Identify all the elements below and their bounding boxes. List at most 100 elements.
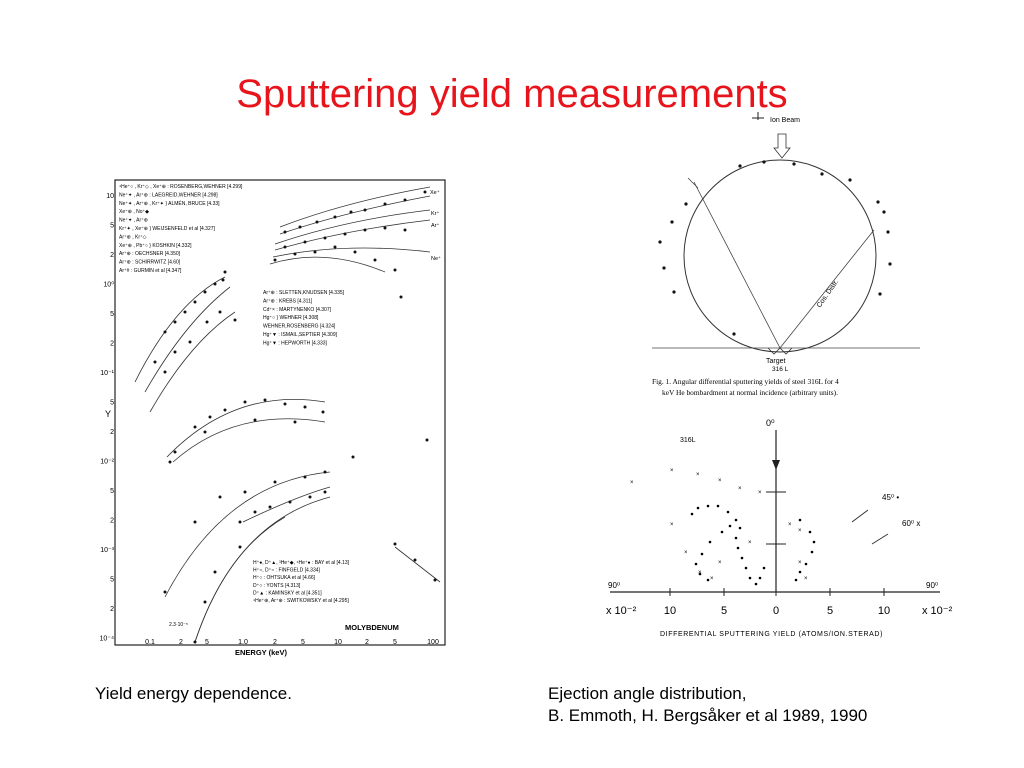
data-mark bbox=[238, 545, 242, 549]
data-mark bbox=[203, 600, 207, 604]
y-tick-label: 2 bbox=[110, 341, 114, 348]
angular-distribution-figure-1: Ion Beam Cos. Distr. Target 316 L Fig. 1… bbox=[652, 112, 922, 402]
target-material-label: 316 L bbox=[772, 366, 789, 373]
data-mark bbox=[303, 475, 307, 479]
data-mark bbox=[393, 268, 397, 272]
data-mark bbox=[308, 495, 312, 499]
data-mark bbox=[253, 418, 257, 422]
yield-energy-figure: 10 5 2 10⁰ 5 2 10⁻¹ 5 2 10⁻² 5 2 10⁻³ 5 2 10⁻⁴ Y 0.1 2 5 1… bbox=[95, 172, 455, 657]
x-axis-label: ENERGY (keV) bbox=[235, 648, 287, 657]
data-point-60deg: × bbox=[798, 528, 802, 534]
legend-mid-entry: Ar⁺⊕ : SLETTEN,KNUDSEN [4.335] bbox=[263, 290, 345, 296]
legend-top-entry: Ne⁺✦ , Ar⁺⊕ , Kr⁺✦ } ALMÉN, BRUCE [4.33] bbox=[119, 200, 220, 207]
data-point-45deg bbox=[726, 510, 730, 514]
plot-frame bbox=[114, 179, 446, 646]
data-mark bbox=[425, 438, 429, 442]
data-point-45deg bbox=[744, 566, 748, 570]
data-mark bbox=[213, 282, 217, 286]
cosine-distribution-circle bbox=[683, 159, 877, 353]
data-mark bbox=[343, 232, 347, 236]
curve-h-3 bbox=[242, 486, 331, 523]
data-mark bbox=[168, 460, 172, 464]
data-mark bbox=[213, 570, 217, 574]
data-mark bbox=[223, 270, 227, 274]
legend-mid-entry: Hg⁺▼ : HEPWORTH [4.333] bbox=[263, 340, 328, 346]
curve-h-4 bbox=[194, 516, 286, 643]
legend-top-entry: Ne⁺✦ , Ar⁺⊕ : LAEGREID,WEHNER [4.298] bbox=[119, 192, 218, 198]
data-point-60deg: × bbox=[758, 490, 762, 496]
data-mark bbox=[188, 340, 192, 344]
data-mark bbox=[218, 310, 222, 314]
data-mark bbox=[238, 520, 242, 524]
y-tick-label: 2 bbox=[110, 429, 114, 436]
cos-distr-label: Cos. Distr. bbox=[816, 279, 840, 310]
curve-low-3 bbox=[149, 311, 236, 413]
caption-left: Yield energy dependence. bbox=[95, 684, 292, 703]
data-mark bbox=[203, 290, 207, 294]
data-mark bbox=[315, 220, 319, 224]
y-tick-label: 10⁻⁴ bbox=[100, 636, 115, 643]
curve-ar bbox=[274, 219, 431, 251]
y-tick-label: 10⁰ bbox=[103, 281, 114, 289]
ion-beam-circle-diagram: Ion Beam Cos. Distr. Target 316 L Fig. 1… bbox=[652, 112, 920, 397]
scale-right-label: x 10⁻² bbox=[922, 605, 953, 617]
yield-curves bbox=[134, 186, 441, 643]
left-angle-label: 90⁰ bbox=[608, 581, 620, 590]
curve-right-tail bbox=[394, 546, 441, 583]
data-point-60deg: × bbox=[670, 522, 674, 528]
slide-title: Sputtering yield measurements bbox=[236, 72, 788, 116]
data-mark bbox=[203, 430, 207, 434]
x-tick-label: 0.1 bbox=[145, 639, 155, 646]
legend-mid-entry: Cd⁺× : MARTYNENKO [4.307] bbox=[263, 307, 332, 313]
legend-45-arrow bbox=[851, 509, 869, 523]
material-label: MOLYBDENUM bbox=[345, 623, 399, 632]
data-point-45deg bbox=[798, 570, 802, 574]
data-point-45deg bbox=[810, 550, 814, 554]
data-mark bbox=[218, 495, 222, 499]
data-mark bbox=[283, 230, 287, 234]
data-point-45deg bbox=[734, 518, 738, 522]
data-point-45deg bbox=[706, 578, 710, 582]
right-angle-label: 90⁰ bbox=[926, 581, 938, 590]
ion-beam-arrow-icon bbox=[773, 133, 791, 159]
data-point-45deg bbox=[700, 552, 704, 556]
x-tick-label: 100 bbox=[427, 639, 439, 646]
data-mark bbox=[243, 490, 247, 494]
target-label: Target bbox=[766, 358, 786, 365]
data-point-45deg bbox=[754, 582, 758, 586]
legend-bottom: H⁺●, D⁺▲, ³He⁺◆, ⁴He⁺● : BAY et al [4.13… bbox=[253, 560, 350, 604]
data-mark bbox=[349, 210, 353, 214]
data-mark bbox=[273, 258, 277, 262]
data-mark bbox=[363, 208, 367, 212]
y-tick-label: 5 bbox=[110, 400, 114, 407]
data-point-60deg: × bbox=[684, 550, 688, 556]
data-mark bbox=[293, 420, 297, 424]
fig1-caption-line2: keV He bombardment at normal incidence (… bbox=[662, 388, 838, 397]
data-point-45deg bbox=[698, 572, 702, 576]
y-tick-label: 10 bbox=[106, 193, 114, 200]
yield-axis-ticks bbox=[669, 588, 885, 596]
data-point-45deg bbox=[706, 504, 710, 508]
data-mark bbox=[173, 450, 177, 454]
data-point-60deg: × bbox=[630, 480, 634, 486]
data-marks bbox=[153, 190, 437, 644]
data-mark bbox=[221, 278, 225, 282]
legend-top-entry: Xe⁺⊕ , Pb⁺○ } KOSHKIN [4.332] bbox=[119, 243, 192, 249]
legend-top-entry: Ar⁺# : GURMIN et al [4.347] bbox=[119, 268, 182, 274]
legend-mid-entry: WEHNER,ROSENBERG [4.324] bbox=[263, 324, 336, 330]
legend-mid-entry: Hg⁺▼ : ISMAIL,SEPTIER [4.309] bbox=[263, 332, 338, 338]
data-point-45deg bbox=[762, 566, 766, 570]
data-mark bbox=[293, 252, 297, 256]
legend-top-entry: Ar⁺⊕ , Kr⁺◇ bbox=[119, 234, 147, 240]
curve-label-kr: Kr⁺ bbox=[431, 210, 440, 217]
x-tick-label: 2 bbox=[179, 639, 183, 646]
data-point-45deg bbox=[794, 578, 798, 582]
y-tick-label: 10⁻¹ bbox=[100, 370, 114, 377]
y-tick-label: 5 bbox=[110, 577, 114, 584]
data-point-45deg bbox=[804, 562, 808, 566]
y-tick-label: 2 bbox=[110, 606, 114, 613]
data-point-45deg bbox=[736, 546, 740, 550]
data-point-45deg bbox=[694, 562, 698, 566]
data-point-60deg: × bbox=[738, 486, 742, 492]
